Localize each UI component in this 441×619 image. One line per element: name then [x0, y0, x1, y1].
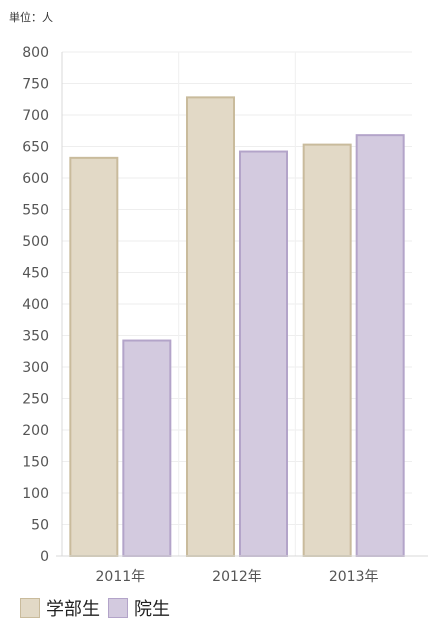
- legend: 学部生 院生: [20, 596, 178, 619]
- legend-swatch-series-0: [20, 598, 40, 618]
- y-tick-label: 700: [22, 108, 49, 124]
- y-tick-label: 50: [31, 518, 49, 534]
- x-tick-label: 2013年: [329, 569, 379, 585]
- y-tick-label: 500: [22, 234, 49, 250]
- y-tick-label: 350: [22, 329, 49, 345]
- y-tick-label: 800: [22, 45, 49, 61]
- x-tick-label: 2011年: [96, 569, 146, 585]
- bar-2-0: [302, 143, 352, 558]
- bar-1-0: [186, 96, 235, 558]
- unit-label: 単位：人: [9, 11, 53, 24]
- y-tick-label: 0: [40, 549, 49, 565]
- bars: [69, 96, 405, 558]
- bar-0-1: [122, 339, 172, 558]
- y-tick-labels: 0 50 100 150 200 250 300 350 400 450 500 550 600 650 7…: [22, 45, 49, 565]
- y-tick-label: 250: [22, 392, 49, 408]
- x-tick-labels: 2011年 2012年 2013年: [96, 569, 379, 585]
- y-tick-label: 100: [22, 486, 49, 502]
- y-tick-label: 200: [22, 423, 49, 439]
- bar-0-0: [69, 156, 119, 557]
- bar-2-1: [355, 134, 405, 557]
- y-tick-label: 650: [22, 140, 49, 156]
- grid-lines: [62, 51, 412, 556]
- legend-item-series-1[interactable]: 院生: [108, 595, 170, 619]
- x-tick-label: 2012年: [212, 569, 262, 585]
- y-tick-label: 450: [22, 266, 49, 282]
- y-tick-label: 750: [22, 77, 49, 93]
- legend-swatch-series-1: [108, 598, 128, 618]
- y-tick-label: 600: [22, 171, 49, 187]
- legend-label-series-1: 院生: [134, 599, 170, 619]
- y-tick-label: 300: [22, 360, 49, 376]
- axes: [56, 52, 428, 557]
- bar-1-1: [239, 150, 288, 557]
- legend-item-series-0[interactable]: 学部生: [20, 595, 100, 619]
- legend-label-series-0: 学部生: [46, 599, 100, 619]
- y-tick-label: 150: [22, 455, 49, 471]
- bar-chart: 0 50 100 150 200 250 300 350 400 450 500 550 600 650 7…: [22, 45, 428, 585]
- y-tick-label: 400: [22, 297, 49, 313]
- y-tick-label: 550: [22, 203, 49, 219]
